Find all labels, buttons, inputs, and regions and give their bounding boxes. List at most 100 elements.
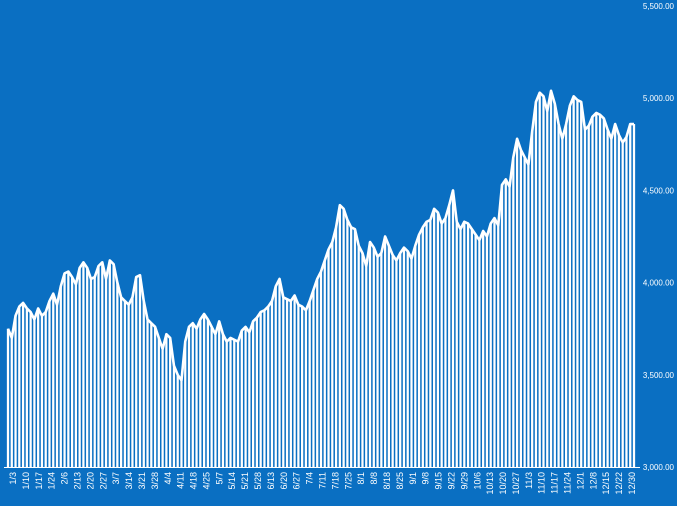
x-tick-label: 8/25 bbox=[395, 472, 405, 490]
bar bbox=[417, 234, 421, 467]
x-tick-label: 11/24 bbox=[563, 472, 573, 494]
x-tick-label: 10/20 bbox=[498, 472, 508, 495]
bar bbox=[474, 234, 477, 467]
bar bbox=[466, 223, 470, 467]
bar bbox=[500, 184, 504, 467]
bar bbox=[229, 337, 232, 467]
bar bbox=[561, 138, 564, 467]
bars-layer bbox=[6, 90, 636, 468]
bar bbox=[448, 205, 451, 467]
bar bbox=[304, 310, 308, 467]
bar bbox=[82, 262, 85, 467]
bar bbox=[195, 328, 198, 467]
bar bbox=[263, 310, 266, 467]
bar bbox=[172, 365, 176, 467]
bar bbox=[365, 266, 368, 467]
bar bbox=[55, 304, 59, 467]
bar bbox=[187, 326, 191, 467]
bar bbox=[44, 312, 47, 467]
bar bbox=[251, 321, 255, 467]
x-tick-label: 5/21 bbox=[240, 472, 250, 490]
x-tick-label: 1/17 bbox=[34, 472, 44, 490]
bar bbox=[338, 205, 341, 467]
bar bbox=[74, 284, 78, 467]
bar bbox=[67, 271, 70, 467]
bar bbox=[380, 253, 383, 467]
bar bbox=[123, 301, 127, 467]
bar bbox=[334, 227, 338, 467]
bar bbox=[357, 245, 360, 467]
bar bbox=[52, 293, 55, 467]
bar bbox=[433, 208, 436, 467]
x-tick-label: 12/22 bbox=[614, 472, 624, 495]
x-tick-label: 9/8 bbox=[421, 472, 431, 485]
bar bbox=[342, 208, 345, 467]
bar bbox=[225, 341, 228, 467]
x-tick-label: 6/13 bbox=[266, 472, 276, 490]
bar bbox=[10, 337, 13, 467]
bar bbox=[285, 299, 289, 467]
x-tick-label: 10/6 bbox=[472, 472, 482, 490]
x-tick-label: 9/22 bbox=[446, 472, 456, 490]
x-tick-label: 2/27 bbox=[98, 472, 108, 490]
bar bbox=[410, 258, 413, 467]
bar bbox=[602, 118, 605, 467]
y-tick-label: 5,000.00 bbox=[643, 94, 675, 103]
bar bbox=[169, 337, 172, 467]
bar bbox=[346, 219, 349, 467]
x-tick-label: 1/3 bbox=[8, 472, 18, 485]
bar bbox=[63, 273, 66, 467]
bar bbox=[244, 326, 247, 467]
bar bbox=[218, 321, 221, 467]
bar bbox=[21, 302, 25, 467]
bar bbox=[233, 339, 236, 467]
bar bbox=[138, 275, 142, 467]
bar bbox=[289, 301, 292, 467]
bar bbox=[399, 253, 402, 467]
x-tick-label: 9/29 bbox=[459, 472, 469, 490]
bar bbox=[78, 267, 81, 467]
bar bbox=[504, 179, 507, 467]
x-tick-label: 2/6 bbox=[60, 472, 70, 485]
bar bbox=[451, 190, 455, 467]
bar bbox=[478, 240, 481, 467]
bar bbox=[587, 125, 590, 468]
bar bbox=[580, 101, 583, 467]
bar bbox=[455, 221, 458, 467]
bar bbox=[353, 229, 357, 467]
bar bbox=[146, 319, 149, 467]
x-tick-label: 12/15 bbox=[601, 472, 611, 495]
bar bbox=[112, 264, 115, 467]
bar bbox=[576, 100, 579, 467]
bar bbox=[515, 138, 519, 467]
bar bbox=[301, 306, 304, 467]
x-tick-label: 11/3 bbox=[524, 472, 534, 489]
y-tick-label: 3,500.00 bbox=[643, 371, 675, 380]
y-tick-label: 4,500.00 bbox=[643, 186, 675, 195]
bar bbox=[116, 282, 119, 467]
bar bbox=[70, 277, 74, 467]
bar bbox=[210, 326, 213, 467]
y-tick-label: 5,500.00 bbox=[643, 2, 675, 11]
bar bbox=[489, 223, 492, 467]
bar bbox=[248, 332, 251, 467]
bar bbox=[86, 267, 89, 467]
bar bbox=[546, 111, 549, 468]
y-tick-label: 4,000.00 bbox=[643, 279, 675, 288]
bar bbox=[470, 229, 473, 467]
x-tick-label: 4/11 bbox=[176, 472, 186, 489]
bar bbox=[180, 380, 183, 467]
bar bbox=[25, 308, 28, 467]
series-line bbox=[6, 89, 634, 382]
bar bbox=[236, 341, 240, 467]
x-tick-label: 11/17 bbox=[550, 472, 560, 494]
bar bbox=[331, 242, 334, 467]
bar bbox=[206, 319, 209, 467]
bar bbox=[191, 323, 194, 467]
bar bbox=[18, 306, 21, 467]
x-tick-label: 3/28 bbox=[150, 472, 160, 490]
y-tick-label: 3,000.00 bbox=[643, 463, 675, 472]
x-tick-label: 10/27 bbox=[511, 472, 521, 495]
bar bbox=[606, 129, 609, 468]
x-tick-label: 8/1 bbox=[356, 472, 366, 485]
